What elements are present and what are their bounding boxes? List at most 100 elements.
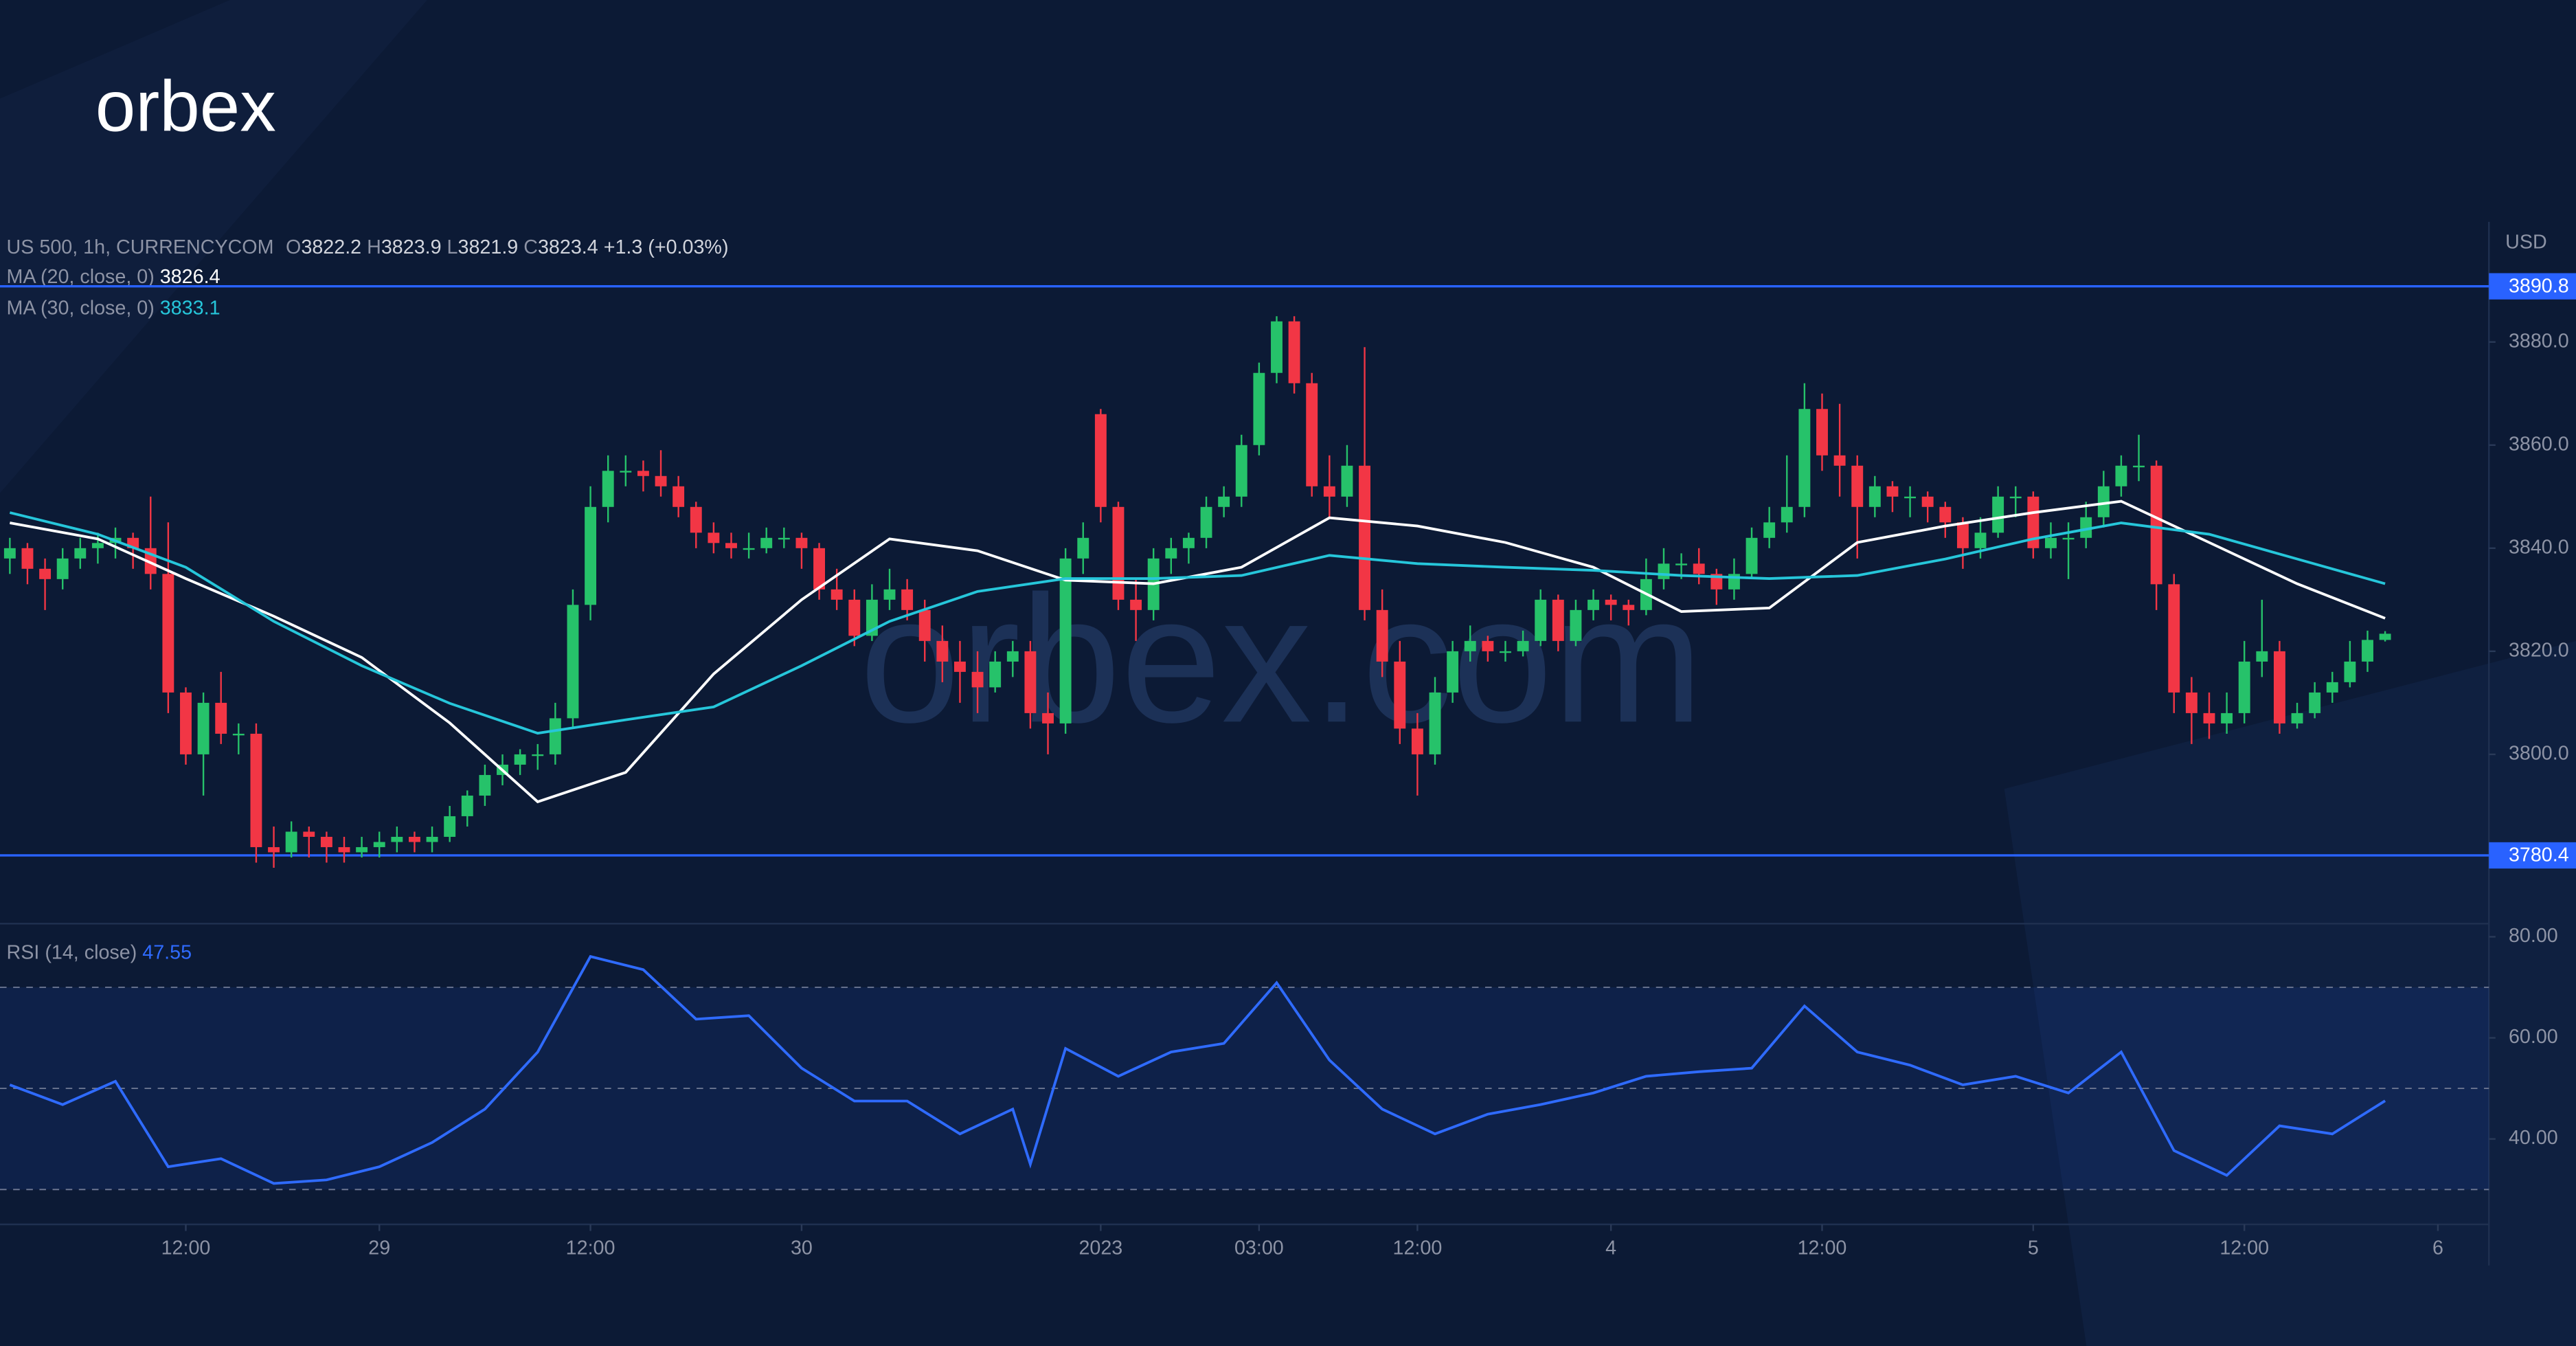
line — [9, 954, 2386, 1185]
candle-body — [883, 589, 896, 600]
candle-body — [2203, 713, 2215, 724]
candle-body — [989, 661, 1002, 688]
legend-entry: RSI (14, close) 47.55 — [7, 941, 192, 963]
candle-body — [1288, 321, 1300, 383]
candle-body — [1833, 455, 1846, 466]
ohlc-value: 3823.4 — [538, 236, 598, 258]
candle-body — [2362, 640, 2373, 662]
candle-body — [1077, 537, 1089, 559]
candle-body — [532, 754, 544, 756]
candle-body — [1182, 537, 1195, 548]
candle-body — [268, 846, 280, 853]
candle-body — [408, 836, 420, 842]
candle-body — [1974, 532, 1987, 548]
candle-body — [461, 795, 473, 816]
candle-body — [2326, 682, 2338, 693]
candle-body — [1006, 651, 1019, 662]
candle-body — [778, 537, 790, 540]
candle-body — [1798, 409, 1811, 507]
ohlc-key: O — [286, 236, 301, 258]
x-tick-label: 12:00 — [566, 1237, 615, 1259]
candle-body — [21, 548, 34, 569]
candle-body — [725, 543, 737, 548]
legend-value: 3826.4 — [160, 266, 221, 288]
x-tick-label: 4 — [1605, 1237, 1616, 1259]
candle-body — [74, 548, 87, 559]
candle-body — [1411, 728, 1423, 754]
candle-body — [285, 831, 297, 853]
brand-logo: orbex — [95, 66, 276, 146]
candle-body — [2291, 713, 2303, 724]
candle-body — [2115, 465, 2127, 486]
candle-body — [567, 605, 579, 719]
candle-body — [2097, 486, 2110, 517]
x-tick-label: 5 — [2028, 1237, 2039, 1259]
candle-body — [2168, 584, 2180, 693]
candle-body — [1165, 548, 1177, 559]
candle-body — [514, 754, 526, 765]
level-label: 3780.4 — [2509, 844, 2569, 866]
candle-body — [2221, 713, 2233, 724]
candle-body — [1956, 522, 1969, 548]
candle-body — [831, 589, 843, 600]
candle-body — [2080, 517, 2092, 538]
candle-body — [1394, 661, 1406, 729]
candle-body — [2273, 651, 2285, 724]
candle-body — [2062, 537, 2075, 540]
candle-body — [918, 609, 931, 641]
candle-body — [162, 574, 174, 693]
x-tick-label: 2023 — [1078, 1237, 1122, 1259]
candle-body — [2238, 661, 2250, 713]
x-tick-label: 6 — [2432, 1237, 2443, 1259]
candle-body — [232, 733, 245, 736]
candle-body — [1094, 414, 1107, 507]
candle-body — [180, 692, 192, 754]
candle-body — [936, 640, 949, 662]
decor — [0, 0, 427, 493]
candle-body — [954, 661, 966, 672]
candle-body — [56, 558, 69, 579]
x-tick-label: 12:00 — [161, 1237, 211, 1259]
candle-body — [1218, 496, 1230, 507]
candle-body — [637, 471, 649, 476]
candle-body — [3, 548, 16, 559]
candle-body — [1341, 465, 1353, 497]
candle-body — [1130, 599, 1142, 610]
candle-body — [1482, 640, 1494, 651]
legend-header: US 500, 1h, CURRENCYCOM O3822.2 H3823.9 … — [7, 236, 729, 258]
candle-body — [1921, 496, 1934, 507]
candle-body — [848, 599, 861, 636]
x-tick-label: 12:00 — [1798, 1237, 1847, 1259]
candle-body — [1235, 445, 1247, 497]
candle-body — [39, 568, 52, 579]
candle-body — [690, 506, 702, 533]
candle-body — [1588, 599, 1599, 610]
candle-body — [1886, 486, 1899, 497]
candle-body — [2379, 633, 2391, 640]
candle-body — [1517, 640, 1529, 651]
x-tick-label: 12:00 — [2219, 1237, 2269, 1259]
candle-body — [1323, 486, 1335, 497]
candle-body — [1447, 651, 1459, 693]
candle-body — [2256, 651, 2268, 662]
candle-body — [1200, 506, 1212, 538]
candle-body — [1024, 651, 1037, 713]
candle-body — [901, 589, 914, 610]
candle-body — [1271, 321, 1283, 373]
candle-body — [760, 537, 773, 548]
candle-body — [2027, 496, 2040, 548]
y-tick-label: 3820.0 — [2509, 639, 2569, 661]
candle-body — [338, 846, 350, 853]
candle-body — [602, 471, 614, 507]
candle-body — [320, 836, 332, 847]
x-tick-label: 30 — [791, 1237, 813, 1259]
candle-body — [1535, 599, 1547, 641]
candle-body — [1868, 486, 1881, 507]
candle-body — [2133, 465, 2145, 468]
candle-body — [1816, 409, 1828, 456]
candle-body — [2344, 661, 2356, 682]
line — [9, 511, 2386, 735]
legend-entry: MA (20, close, 0) 3826.4 — [7, 266, 221, 288]
